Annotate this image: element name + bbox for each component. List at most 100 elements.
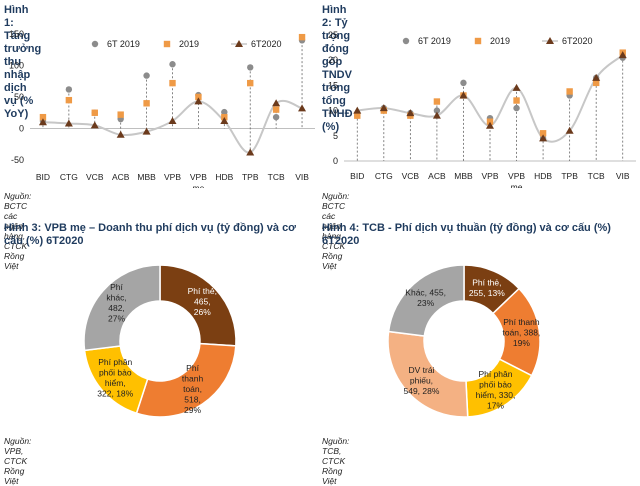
point-6t2020-6: [512, 83, 521, 91]
point-6t2020-6: [194, 97, 203, 105]
x-tick-label-4: MBB: [137, 172, 156, 182]
point-6t2020-5: [486, 121, 494, 129]
point-2019-8: [247, 79, 254, 87]
chart3-source: Nguồn: VPB, CTCK Rồng Việt: [4, 436, 32, 486]
x-tick-label-3: ACB: [112, 172, 130, 182]
point-6t2019-1: [65, 86, 73, 93]
legend-label-1: 2019: [490, 36, 510, 46]
point-6t2019-7: [221, 108, 228, 116]
point-6t2019-9: [272, 113, 280, 121]
chart3-title: Hình 3: VPB mẹ – Doanh thu phí dịch vụ (…: [4, 222, 297, 247]
slice-label-phí-thẻ-1: 465,: [194, 296, 211, 306]
point-6t2019-6: [513, 104, 520, 112]
y-tick-label-4: 150: [9, 29, 24, 39]
point-2019-1: [65, 96, 73, 104]
point-6t2020-10: [298, 104, 307, 112]
x-tick-label-6: VPB: [190, 172, 207, 182]
point-6t2020-1: [379, 104, 388, 112]
slice-phí-thẻ: [159, 264, 237, 347]
point-2019-3: [117, 111, 124, 118]
point-6t2020-0: [38, 118, 47, 126]
y-tick-label-2: 50: [14, 92, 24, 102]
x-tick-label-7: HDB: [215, 172, 233, 182]
point-6t2020-5: [168, 116, 177, 124]
slice-label-phí-phân-phối-bảo-hiểm-1: phối bảo: [99, 368, 132, 378]
x-tick-label-2: VCB: [86, 172, 104, 182]
x-tick-label-5: VPB: [481, 171, 498, 181]
y-tick-label-3: 100: [9, 61, 24, 71]
point-6t2020-3: [432, 111, 441, 119]
point-6t2019-3: [433, 107, 441, 114]
point-2019-9: [592, 79, 600, 87]
point-2019-0: [354, 112, 361, 119]
slice-label-phí-khác-0: Phí: [110, 282, 123, 292]
x-tick-label-10: VIB: [295, 172, 309, 182]
slice-label-phí-thanh-toán-4: 29%: [184, 405, 201, 415]
slice-label-phí-thanh-toán-0: Phí thanh: [503, 317, 540, 327]
slice-khác: [387, 264, 465, 337]
slice-dv-trái-phiếu: [387, 330, 469, 418]
chart2-source: Nguồn: BCTC các ngân hàng, CTCK Rồng Việ…: [322, 191, 350, 271]
slice-label-phí-khác-3: 27%: [108, 313, 125, 323]
point-6t2020-9: [592, 73, 601, 81]
point-6t2019-4: [460, 79, 467, 87]
chart2-title: Hình 2: Tỷ trọng đóng góp TNDV trong tổn…: [322, 4, 353, 133]
slice-label-phí-phân-phối-bảo-hiểm-3: 17%: [487, 400, 504, 410]
slice-label-phí-thanh-toán-0: Phí: [186, 363, 199, 373]
x-tick-label-0: BID: [350, 171, 364, 181]
legend-marker-2: [235, 40, 243, 47]
point-2019-8: [566, 88, 573, 95]
x-tick-label-9: TCB: [588, 171, 605, 181]
chart1-title: Hình 1: Tăng trưởng thu nhập dịch vụ (% …: [4, 4, 42, 120]
point-2019-0: [39, 113, 47, 121]
point-2019-5: [169, 79, 176, 87]
point-6t2020-8: [246, 148, 255, 156]
slice-label-phí-phân-phối-bảo-hiểm-0: Phí phân: [478, 369, 512, 379]
y-tick-label-2: 10: [328, 106, 338, 116]
x-tick-label-0: BID: [36, 172, 50, 182]
point-6t2019-4: [143, 72, 150, 79]
chart4-source: Nguồn: TCB, CTCK Rồng Việt: [322, 436, 350, 486]
slice-label-phí-thanh-toán-1: thanh: [182, 374, 204, 384]
chart4-title: Hình 4: TCB - Phí dịch vụ thuần (tỷ đồng…: [322, 222, 611, 247]
x-tick-label-8: TPB: [242, 172, 259, 182]
slice-label-phí-thanh-toán-1: toán, 388,: [502, 328, 540, 338]
point-6t2019-8: [247, 64, 254, 71]
x-tick-label-9: TCB: [268, 172, 285, 182]
point-2019-6: [513, 97, 520, 104]
slice-label-phí-phân-phối-bảo-hiểm-2: hiểm,: [105, 378, 126, 388]
point-2019-5: [486, 118, 494, 125]
slice-label-khác-0: Khác, 455,: [405, 287, 446, 297]
legend-marker-0: [91, 40, 99, 48]
slice-label-phí-phân-phối-bảo-hiểm-0: Phí phân: [98, 357, 132, 367]
point-2019-7: [539, 130, 547, 137]
point-6t2020-9: [272, 99, 281, 107]
legend-marker-1: [163, 40, 171, 48]
y-tick-label-1: 0: [19, 124, 24, 134]
legend-marker-0: [402, 37, 410, 45]
point-6t2020-7: [539, 134, 548, 142]
x-tick-label-6-line1: mẹ: [511, 182, 523, 188]
point-6t2020-7: [220, 116, 229, 124]
legend-label-2: 6T2020: [562, 36, 593, 46]
point-6t2020-2: [90, 121, 99, 129]
legend-marker-2: [546, 37, 554, 44]
y-tick-label-5: 25: [328, 30, 338, 40]
point-6t2019-5: [169, 61, 176, 68]
y-tick-label-0: 0: [333, 156, 338, 166]
chart1-source: Nguồn: BCTC các ngân hàng, CTCK Rồng Việ…: [4, 191, 32, 271]
y-tick-label-4: 20: [328, 55, 338, 65]
slice-label-phí-khác-1: khác,: [106, 292, 126, 302]
point-2019-4: [143, 100, 150, 107]
y-tick-label-1: 5: [333, 131, 338, 141]
point-6t2020-3: [116, 130, 125, 138]
x-tick-label-10: VIB: [616, 171, 630, 181]
x-tick-label-6-line1: mẹ: [193, 183, 205, 188]
x-tick-label-7: HDB: [534, 171, 552, 181]
slice-label-phí-thẻ-2: 26%: [194, 307, 211, 317]
slice-label-dv-trái-phiếu-1: phiếu,: [410, 375, 433, 385]
point-2019-6: [195, 93, 202, 101]
